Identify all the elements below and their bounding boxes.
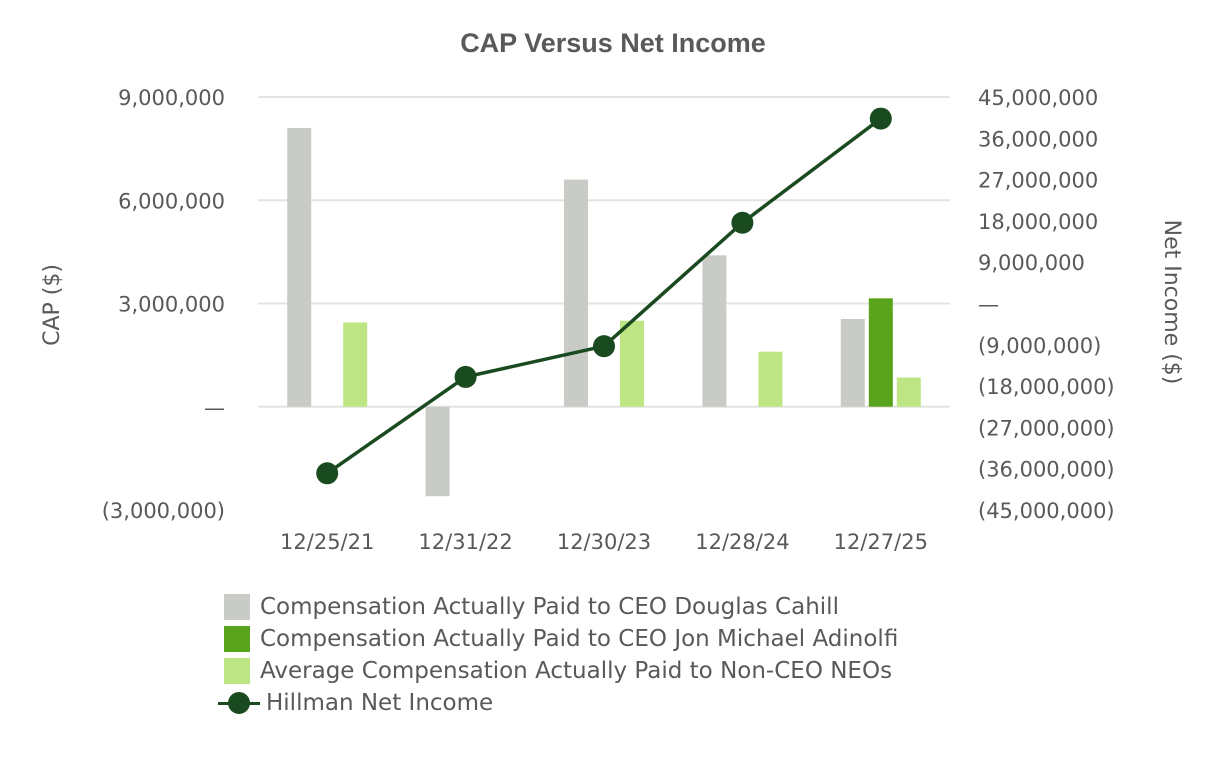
left-tick-label: 6,000,000 xyxy=(118,189,225,213)
right-tick-label: 27,000,000 xyxy=(978,169,1098,193)
left-tick-label: (3,000,000) xyxy=(102,499,225,523)
net-income-point xyxy=(593,335,615,358)
x-tick-label: 12/30/23 xyxy=(557,530,651,554)
net-income-point xyxy=(869,107,892,130)
bar-series xyxy=(287,127,921,497)
legend-item: Hillman Net Income xyxy=(218,687,898,719)
net-income-point xyxy=(731,211,754,234)
bar xyxy=(840,318,865,407)
x-tick-label: 12/25/21 xyxy=(280,530,374,554)
left-tick-label: 3,000,000 xyxy=(118,293,225,317)
right-axis-ticks: 45,000,000 36,000,000 27,000,000 18,000,000… xyxy=(978,86,1115,523)
bar xyxy=(868,298,893,407)
right-tick-label: (9,000,000) xyxy=(978,334,1101,358)
legend-line-marker xyxy=(218,690,260,716)
legend-label: Average Compensation Actually Paid to No… xyxy=(260,658,893,684)
left-axis-ticks: 9,000,000 6,000,000 3,000,000 — (3,000,000) xyxy=(102,86,225,523)
bar xyxy=(425,406,450,497)
legend-label: Compensation Actually Paid to CEO Dougla… xyxy=(260,594,839,620)
chart-area: CAP Versus Net Income 9,000,000 6,000,000… xyxy=(40,28,1184,554)
right-tick-label: — xyxy=(978,293,999,317)
right-tick-label: (45,000,000) xyxy=(978,499,1115,523)
bar xyxy=(287,127,312,407)
legend-item: Compensation Actually Paid to CEO Jon Mi… xyxy=(218,623,898,655)
legend-swatch xyxy=(224,658,250,684)
right-tick-label: 36,000,000 xyxy=(978,127,1098,151)
net-income-point xyxy=(316,462,339,485)
right-tick-label: 9,000,000 xyxy=(978,251,1085,275)
x-axis-ticks: 12/25/21 12/31/22 12/30/23 12/28/24 12/27/25 xyxy=(280,530,928,554)
right-tick-label: (36,000,000) xyxy=(978,458,1115,482)
legend-swatch xyxy=(224,626,250,652)
legend-label: Hillman Net Income xyxy=(266,690,494,716)
bar xyxy=(896,377,921,407)
net-income-line xyxy=(326,117,882,475)
bar xyxy=(758,351,783,407)
left-tick-label: — xyxy=(204,396,225,420)
bar xyxy=(620,320,644,407)
chart-title: CAP Versus Net Income xyxy=(460,28,766,58)
left-axis-label: CAP ($) xyxy=(40,264,65,346)
x-tick-label: 12/31/22 xyxy=(418,530,512,554)
bar xyxy=(702,255,727,407)
gridlines xyxy=(258,96,950,408)
right-tick-label: (27,000,000) xyxy=(978,416,1115,440)
right-tick-label: 18,000,000 xyxy=(978,210,1098,234)
x-tick-label: 12/27/25 xyxy=(834,530,928,554)
legend-swatch xyxy=(224,594,250,620)
legend-item: Average Compensation Actually Paid to No… xyxy=(218,655,898,687)
right-tick-label: 45,000,000 xyxy=(978,86,1098,110)
right-axis-label: Net Income ($) xyxy=(1159,220,1184,385)
legend-label: Compensation Actually Paid to CEO Jon Mi… xyxy=(260,626,899,652)
legend-item: Compensation Actually Paid to CEO Dougla… xyxy=(218,591,898,623)
bar xyxy=(343,322,368,407)
legend: Compensation Actually Paid to CEO Dougla… xyxy=(218,591,898,719)
net-income-point xyxy=(454,365,477,388)
line-series xyxy=(316,107,892,485)
bar xyxy=(564,179,588,407)
left-tick-label: 9,000,000 xyxy=(118,86,225,110)
right-tick-label: (18,000,000) xyxy=(978,375,1115,399)
x-tick-label: 12/28/24 xyxy=(695,530,789,554)
